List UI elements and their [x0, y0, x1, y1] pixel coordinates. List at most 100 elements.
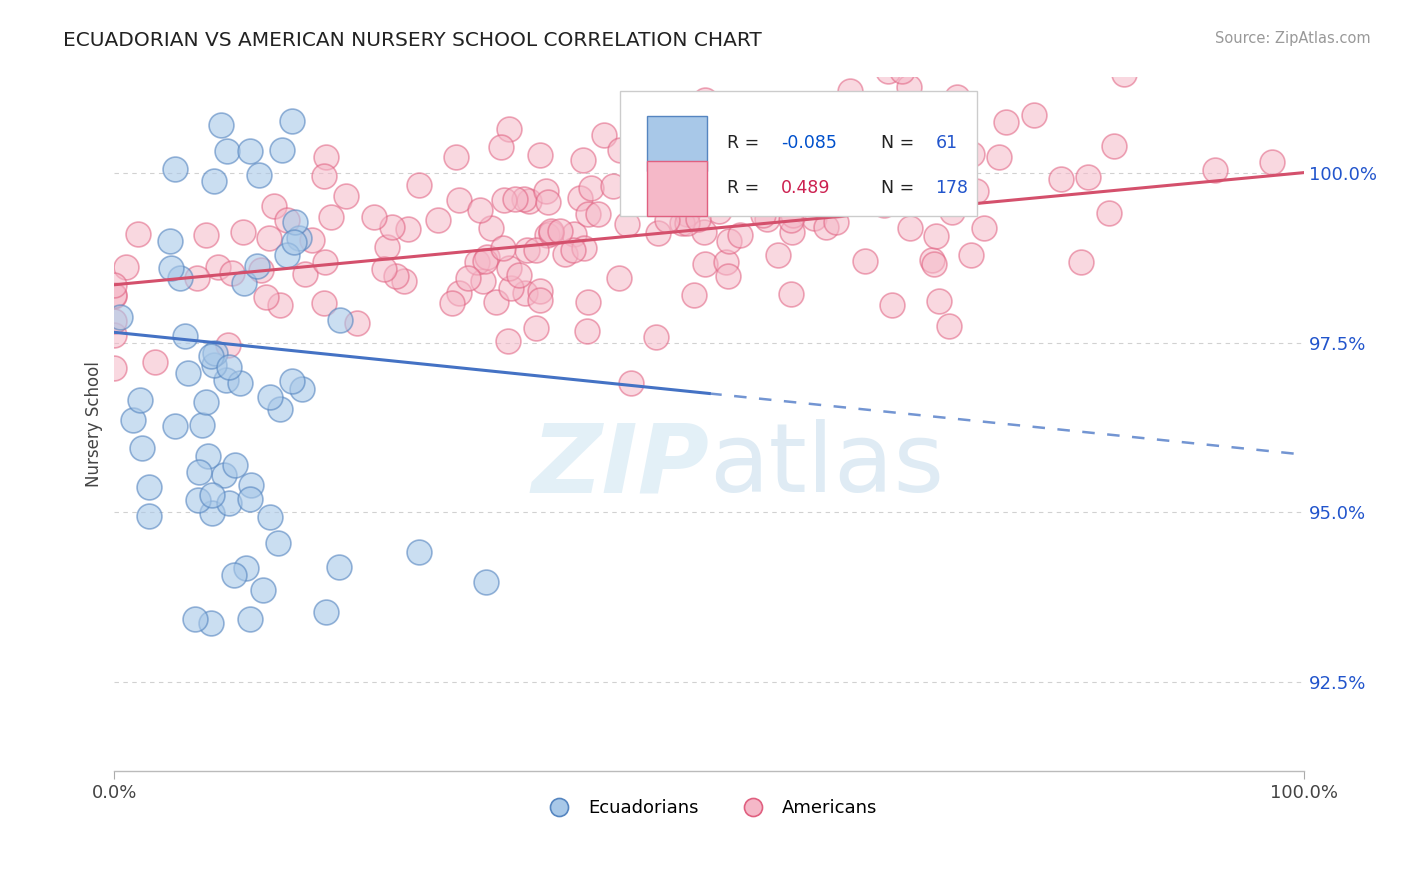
Point [276, 213, 298, 227]
Point [554, 246, 576, 260]
Point [187, 493, 209, 508]
Point [346, 316, 368, 330]
Point [848, 166, 870, 180]
Point [548, 224, 571, 238]
Point [138, 509, 160, 524]
Point [240, 478, 263, 492]
Point [315, 605, 337, 619]
Point [1077, 169, 1099, 184]
Point [254, 290, 277, 304]
Point [827, 198, 849, 212]
Point [498, 260, 520, 275]
Text: N =: N = [870, 179, 920, 197]
Point [574, 241, 596, 255]
Point [540, 224, 562, 238]
Point [204, 346, 226, 360]
Point [202, 358, 225, 372]
Point [898, 221, 921, 235]
Point [1114, 67, 1136, 81]
Point [825, 215, 848, 229]
Point [259, 510, 281, 524]
Point [373, 261, 395, 276]
Text: -0.085: -0.085 [780, 135, 837, 153]
Point [568, 190, 591, 204]
Point [728, 163, 751, 178]
Point [524, 320, 547, 334]
Point [766, 248, 789, 262]
Point [922, 256, 945, 270]
Point [269, 402, 291, 417]
Point [803, 211, 825, 226]
Point [752, 208, 775, 222]
Point [602, 178, 624, 193]
Point [815, 169, 838, 184]
Point [385, 268, 408, 283]
Point [396, 222, 419, 236]
Point [138, 480, 160, 494]
Point [823, 146, 845, 161]
Point [814, 220, 837, 235]
Point [186, 271, 208, 285]
Point [174, 328, 197, 343]
Point [447, 285, 470, 300]
Point [188, 465, 211, 479]
Point [873, 198, 896, 212]
Legend: Ecuadorians, Americans: Ecuadorians, Americans [534, 791, 884, 824]
Point [540, 226, 562, 240]
Point [259, 390, 281, 404]
Point [163, 161, 186, 176]
Point [200, 616, 222, 631]
Point [408, 544, 430, 558]
Point [276, 248, 298, 262]
Point [536, 228, 558, 243]
Point [281, 113, 304, 128]
Point [960, 146, 983, 161]
Point [232, 276, 254, 290]
Point [222, 568, 245, 582]
Point [529, 293, 551, 307]
Point [328, 560, 350, 574]
Point [636, 149, 658, 163]
Point [1204, 163, 1226, 178]
Point [269, 298, 291, 312]
Point [780, 225, 803, 239]
Point [576, 295, 599, 310]
Point [696, 190, 718, 204]
Point [593, 128, 616, 142]
Point [426, 213, 449, 227]
Point [799, 186, 821, 200]
Point [884, 183, 907, 197]
Point [946, 90, 969, 104]
Point [877, 131, 900, 145]
Point [197, 449, 219, 463]
Point [1050, 171, 1073, 186]
Point [537, 194, 560, 209]
Text: 178: 178 [935, 179, 969, 197]
Point [315, 151, 337, 165]
Point [229, 376, 252, 390]
Point [572, 153, 595, 167]
Point [655, 187, 678, 202]
Point [718, 235, 741, 249]
Point [607, 271, 630, 285]
Point [266, 536, 288, 550]
Point [838, 84, 860, 98]
Point [756, 212, 779, 227]
Point [103, 327, 125, 342]
Point [283, 235, 305, 250]
Point [853, 253, 876, 268]
Point [195, 228, 218, 243]
Point [671, 216, 693, 230]
Point [714, 255, 737, 269]
Y-axis label: Nursery School: Nursery School [86, 361, 103, 487]
Point [516, 244, 538, 258]
Point [693, 257, 716, 271]
Point [657, 213, 679, 227]
Point [127, 227, 149, 242]
Point [576, 207, 599, 221]
Point [721, 187, 744, 202]
Point [688, 211, 710, 226]
FancyBboxPatch shape [647, 116, 707, 171]
Point [224, 458, 246, 473]
Point [177, 367, 200, 381]
